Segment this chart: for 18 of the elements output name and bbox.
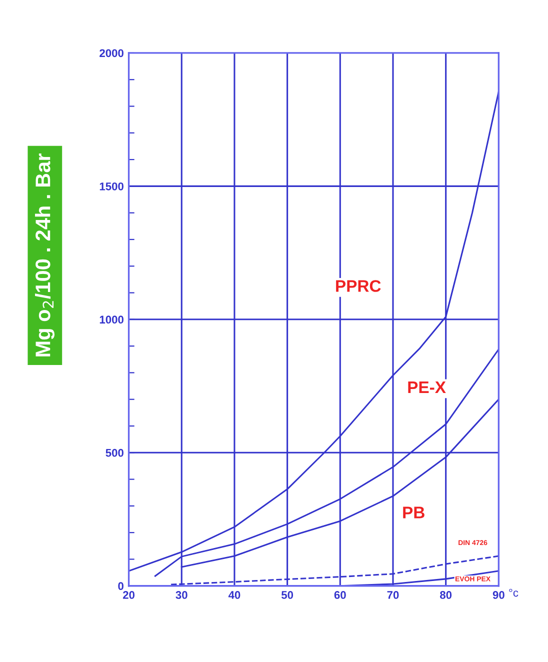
y-axis-title: Mg o$_{2}$/100 . 24h . Bar [35,154,55,356]
x-tick-label: 80 [440,591,452,599]
y-tick-label: 500 [106,448,124,457]
x-tick-label: 40 [228,591,240,599]
x-tick-label: 20 [122,591,135,599]
annotation: PPRC [336,280,381,292]
annotation: PE-X [408,382,446,394]
x-axis-title: °c [509,588,518,597]
annotation: PB [403,506,424,518]
y-tick-label: 0 [118,582,124,590]
x-tick-label: 30 [176,591,188,599]
x-tick-label: 70 [387,591,399,599]
x-tick-label: 60 [334,591,346,599]
y-tick-label: 1000 [100,316,124,324]
x-tick-label: 50 [281,591,294,599]
y-tick-label: 1500 [100,182,124,190]
x-tick-label: 90 [492,591,504,599]
y-tick-label: 2000 [100,49,124,58]
